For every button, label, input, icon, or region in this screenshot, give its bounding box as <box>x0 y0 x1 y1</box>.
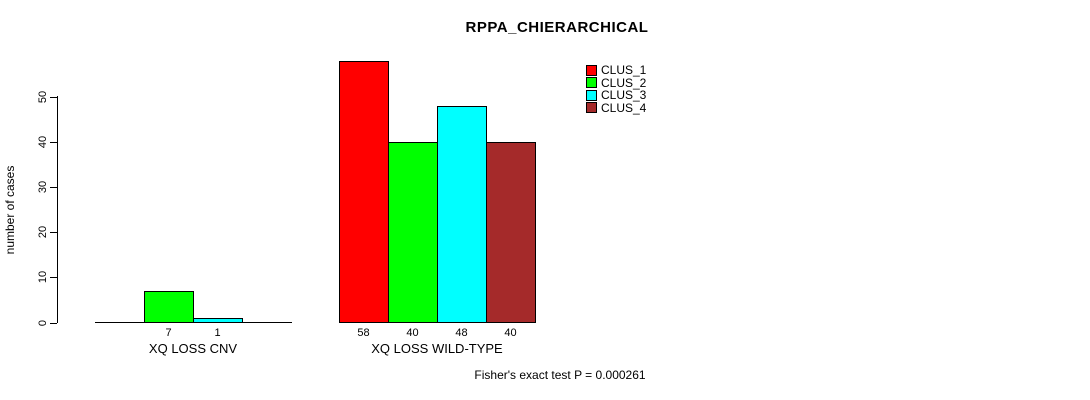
bar-value-label: 40 <box>504 327 517 339</box>
bar-value-label: 1 <box>214 327 221 339</box>
legend-label: CLUS_4 <box>601 100 647 115</box>
legend-row: CLUS_2 <box>586 77 646 90</box>
y-tick-mark <box>50 277 57 278</box>
bar-clus_3 <box>437 105 487 324</box>
y-tick-label: 10 <box>37 271 49 284</box>
legend-row: CLUS_3 <box>586 89 646 102</box>
y-tick-label: 20 <box>37 226 49 239</box>
bar-clus_1 <box>339 60 389 324</box>
bar-value-label: 58 <box>357 327 370 339</box>
legend: CLUS_1 CLUS_2 CLUS_3 CLUS_4 <box>586 64 646 114</box>
legend-label: CLUS_1 <box>601 63 647 78</box>
legend-swatch-clus_2 <box>586 77 597 89</box>
y-tick-mark <box>50 232 57 233</box>
y-tick-label: 40 <box>37 135 49 149</box>
bar-clus_3 <box>193 317 243 324</box>
legend-row: CLUS_4 <box>586 102 646 115</box>
y-tick-mark <box>50 97 57 98</box>
category-label: XQ LOSS WILD-TYPE <box>371 341 503 356</box>
y-tick-label: 50 <box>37 90 49 103</box>
legend-label: CLUS_3 <box>601 88 647 103</box>
bar-value-label: 40 <box>406 327 419 339</box>
y-tick-mark <box>50 187 57 188</box>
legend-swatch-clus_4 <box>586 102 597 114</box>
y-tick-mark <box>50 323 57 324</box>
bar-clus_4 <box>486 141 536 324</box>
y-axis-title: number of cases <box>3 165 17 255</box>
bar-value-label: 7 <box>165 327 172 339</box>
y-axis-line <box>57 96 58 323</box>
bar-clus_2 <box>144 290 194 324</box>
legend-swatch-clus_1 <box>586 64 597 76</box>
legend-label: CLUS_2 <box>601 75 647 90</box>
category-label: XQ LOSS CNV <box>148 341 238 356</box>
legend-row: CLUS_1 <box>586 64 646 77</box>
chart-title: RPPA_CHIERARCHICAL <box>465 19 649 36</box>
bar-value-label: 48 <box>455 327 468 339</box>
bar-clus_2 <box>388 141 438 324</box>
legend-swatch-clus_3 <box>586 89 597 101</box>
fisher-test-annotation: Fisher's exact test P = 0.000261 <box>474 368 646 382</box>
y-tick-mark <box>50 142 57 143</box>
y-tick-label: 0 <box>37 319 49 326</box>
y-tick-label: 30 <box>37 180 49 194</box>
